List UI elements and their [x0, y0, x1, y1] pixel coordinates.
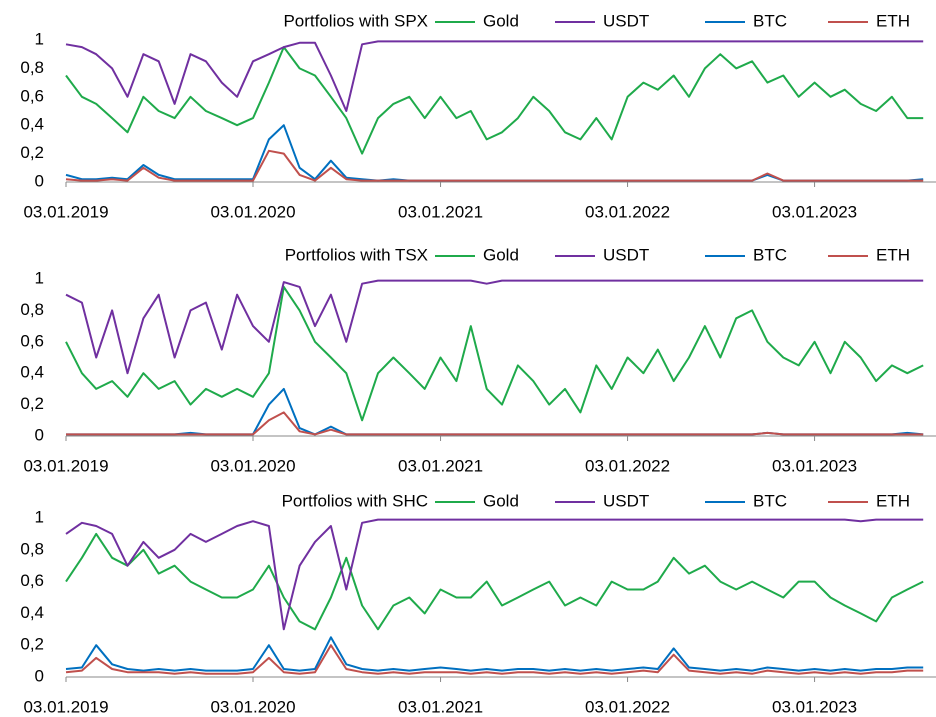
- chart-title: Portfolios with TSX: [285, 245, 428, 264]
- x-tick-label: 03.01.2021: [398, 202, 483, 221]
- y-tick-label: 0: [35, 666, 44, 685]
- series-line: [65, 124, 924, 182]
- y-tick-label: 0,6: [20, 331, 44, 350]
- y-tick-label: 0,8: [20, 300, 44, 319]
- y-tick-label: 0,8: [20, 539, 44, 558]
- series-line: [66, 411, 924, 436]
- chart-title: Portfolios with SHC: [282, 491, 428, 510]
- y-tick-label: 0,4: [20, 115, 44, 134]
- x-tick-label: 03.01.2022: [585, 202, 670, 221]
- x-tick-label: 03.01.2020: [210, 456, 295, 475]
- legend-label: Gold: [483, 245, 519, 264]
- y-tick-label: 0,4: [20, 363, 44, 382]
- y-tick-label: 0,6: [20, 571, 44, 590]
- x-tick-label: 03.01.2022: [585, 697, 670, 716]
- legend-label: ETH: [876, 245, 910, 264]
- y-tick-label: 1: [35, 268, 44, 287]
- y-tick-label: 0,6: [20, 86, 44, 105]
- y-tick-label: 0,4: [20, 603, 44, 622]
- legend-label: ETH: [876, 11, 910, 30]
- legend-label: Gold: [483, 11, 519, 30]
- x-tick-label: 03.01.2020: [210, 202, 295, 221]
- series-line: [65, 532, 924, 631]
- series-line: [65, 46, 924, 155]
- y-tick-label: 1: [35, 507, 44, 526]
- x-tick-label: 03.01.2023: [772, 202, 857, 221]
- legend-label: Gold: [483, 491, 519, 510]
- chart-title: Portfolios with SPX: [283, 11, 428, 30]
- y-tick-label: 0,8: [20, 58, 44, 77]
- legend-label: ETH: [876, 491, 910, 510]
- y-tick-label: 0,2: [20, 143, 44, 162]
- x-tick-label: 03.01.2022: [585, 456, 670, 475]
- legend-label: USDT: [603, 11, 649, 30]
- legend-label: USDT: [603, 491, 649, 510]
- y-tick-label: 1: [35, 29, 44, 48]
- x-tick-label: 03.01.2021: [398, 697, 483, 716]
- x-tick-label: 03.01.2019: [23, 456, 108, 475]
- y-tick-label: 0: [35, 171, 44, 190]
- legend-label: USDT: [603, 245, 649, 264]
- x-tick-label: 03.01.2019: [23, 202, 108, 221]
- legend-label: BTC: [753, 245, 787, 264]
- series-line: [65, 279, 924, 375]
- series-line: [65, 149, 924, 182]
- y-tick-label: 0: [35, 425, 44, 444]
- x-tick-label: 03.01.2019: [23, 697, 108, 716]
- x-tick-label: 03.01.2023: [772, 697, 857, 716]
- y-tick-label: 0,2: [20, 635, 44, 654]
- series-line: [65, 285, 924, 422]
- legend-label: BTC: [753, 491, 787, 510]
- x-tick-label: 03.01.2023: [772, 456, 857, 475]
- y-tick-label: 0,2: [20, 394, 44, 413]
- legend-label: BTC: [753, 11, 787, 30]
- series-line: [65, 518, 924, 631]
- series-line: [65, 40, 924, 112]
- series-line: [65, 644, 924, 675]
- series-line: [65, 636, 924, 672]
- x-tick-label: 03.01.2021: [398, 456, 483, 475]
- x-tick-label: 03.01.2020: [210, 697, 295, 716]
